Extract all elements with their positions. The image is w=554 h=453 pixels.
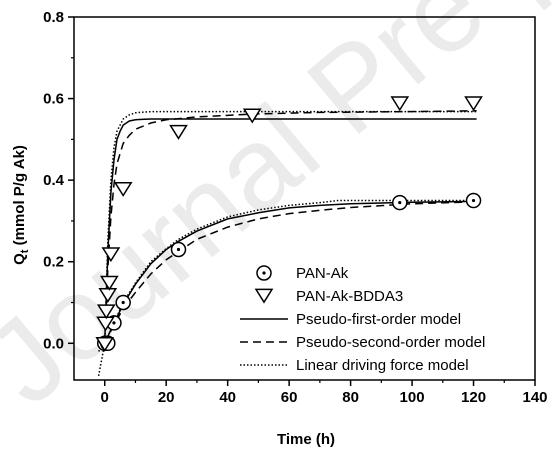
data-point-triangle xyxy=(96,304,116,320)
x-tick-label: 120 xyxy=(461,389,486,406)
y-axis-label-rest: (mmol P/g Ak) xyxy=(11,145,28,249)
legend-label: PAN-Ak xyxy=(296,265,349,282)
legend: PAN-Ak PAN-Ak-BDDA3 Pseudo-first-order mod… xyxy=(240,265,485,374)
y-axis-label-sub: t xyxy=(19,249,31,253)
series-points-1 xyxy=(95,96,483,352)
x-tick-label: 40 xyxy=(219,389,236,406)
series-line-dashed-0 xyxy=(103,110,477,344)
series-line-solid-0 xyxy=(103,118,477,344)
legend-label: Linear driving force model xyxy=(296,357,469,374)
x-tick-label: 60 xyxy=(281,389,298,406)
y-tick-label: 0.2 xyxy=(43,254,64,271)
data-point-triangle xyxy=(464,96,483,112)
data-point-circle-center xyxy=(471,198,476,203)
y-axis-label: Qt (mmol P/g Ak) xyxy=(11,145,31,265)
data-point-triangle xyxy=(390,96,410,112)
x-tick-label: 80 xyxy=(342,389,359,406)
legend-marker-triangle xyxy=(254,288,274,304)
plot-frame xyxy=(73,16,536,381)
data-point-circle-center xyxy=(112,321,116,325)
y-tick-label: 0.4 xyxy=(43,172,65,189)
y-tick-label: 0.0 xyxy=(43,335,64,352)
y-tick-label: 0.6 xyxy=(43,91,64,108)
x-tick-label: 100 xyxy=(400,389,425,406)
ticks-layer: 0 20 40 60 80 100 120 140 0.0 0.2 0.4 0.6 0.8 xyxy=(43,9,547,406)
legend-label: Pseudo-second-order model xyxy=(296,334,485,351)
data-point-triangle xyxy=(169,124,188,140)
data-point-triangle xyxy=(101,247,121,263)
data-point-triangle xyxy=(99,275,119,291)
series-4 xyxy=(97,110,477,377)
plot-area-border xyxy=(73,16,536,381)
y-tick-label: 0.8 xyxy=(43,9,64,26)
series-line-dotted-0 xyxy=(97,110,477,377)
data-point-triangle xyxy=(95,336,115,352)
y-axis-label-main: Q xyxy=(11,253,28,265)
series-layer xyxy=(95,96,483,377)
data-point-triangle xyxy=(113,181,133,197)
legend-label: Pseudo-first-order model xyxy=(296,311,461,328)
data-point-circle-center xyxy=(398,200,402,205)
x-tick-label: 0 xyxy=(101,389,109,406)
legend-label: PAN-Ak-BDDA3 xyxy=(296,288,403,305)
data-point-circle-center xyxy=(121,300,125,305)
data-point-triangle xyxy=(242,108,262,124)
data-point-circle-center xyxy=(176,247,181,252)
data-point-triangle xyxy=(98,287,118,303)
x-tick-label: 140 xyxy=(522,389,547,406)
legend-marker-circle-center xyxy=(262,271,266,275)
x-tick-label: 20 xyxy=(158,389,175,406)
x-axis-label: Time (h) xyxy=(277,431,335,448)
